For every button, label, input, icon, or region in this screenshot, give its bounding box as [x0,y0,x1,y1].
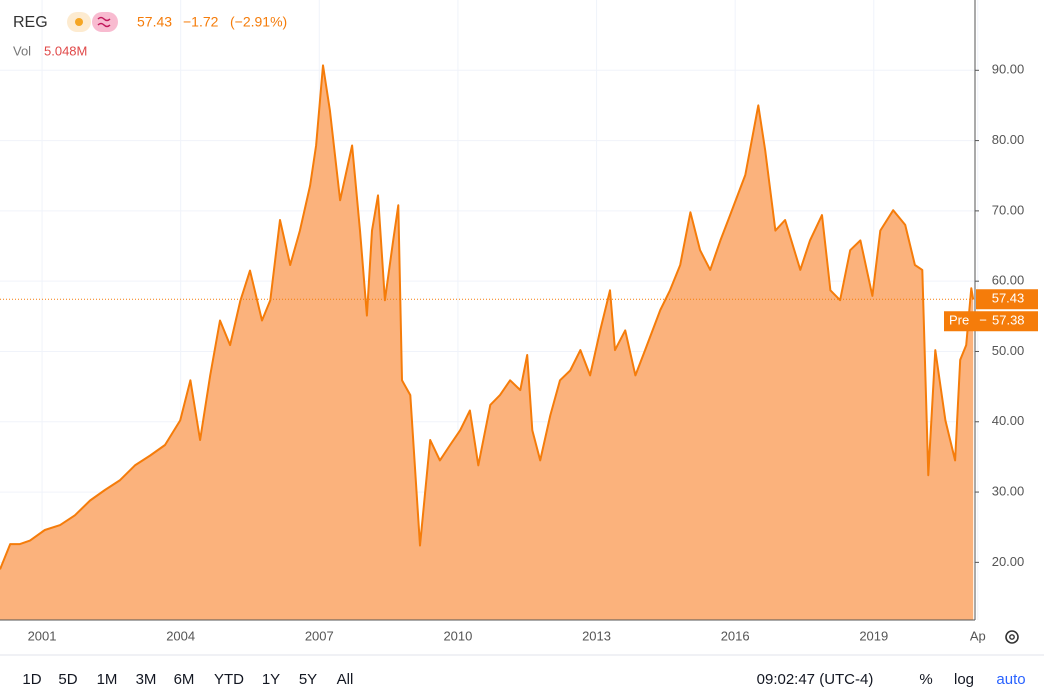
y-tick-label: 70.00 [992,202,1025,217]
range-button[interactable]: 5D [58,671,77,688]
pre-sep: − [979,313,987,328]
vol-label: Vol [13,43,31,58]
range-button[interactable]: 3M [136,671,157,688]
x-tick-label: 2004 [166,628,195,643]
y-tick-label: 50.00 [992,343,1025,358]
percent-toggle[interactable]: % [919,671,932,688]
header-change: −1.72 [183,14,219,30]
price-line [0,64,975,570]
pre-label: Pre [949,313,969,328]
plot [0,0,979,620]
pre-price-label: 57.38 [992,313,1025,328]
x-tick-label: Ap [970,628,986,643]
range-button[interactable]: 5Y [299,671,317,688]
delay-icon [92,12,118,32]
auto-toggle[interactable]: auto [996,671,1025,688]
x-tick-label: 2019 [859,628,888,643]
last-price-label: 57.43 [992,291,1025,306]
range-button[interactable]: 1M [97,671,118,688]
header-price: 57.43 [137,14,172,30]
last-price-box [976,289,1038,310]
toolbar: 1D 5D 1M 3M 6M YTD 1Y 5Y All [22,671,353,688]
delay-glyph [97,16,111,28]
x-tick-label: 2010 [443,628,472,643]
range-button[interactable]: 6M [174,671,195,688]
x-tick-label: 2013 [582,628,611,643]
clock: 09:02:47 (UTC-4) [757,671,874,688]
settings-gear[interactable] [1005,630,1019,644]
vol-value: 5.048M [44,43,87,58]
y-tick-label: 40.00 [992,413,1025,428]
range-button[interactable]: 1Y [262,671,280,688]
sun-icon [75,18,83,26]
y-tick-label: 90.00 [992,62,1025,77]
x-tick-label: 2001 [28,628,57,643]
pre-price-box [944,311,1038,332]
gear-hub [1009,634,1015,640]
log-toggle[interactable]: log [954,671,974,688]
gear-ring [1005,630,1019,644]
range-button[interactable]: YTD [214,671,244,688]
header-change-pct: (−2.91%) [230,14,287,30]
x-tick-label: 2007 [305,628,334,643]
y-tick-label: 80.00 [992,132,1025,147]
price-area [0,65,974,620]
range-button[interactable]: 1D [22,671,41,688]
symbol: REG [13,14,48,31]
y-tick-label: 30.00 [992,484,1025,499]
range-button[interactable]: All [337,671,354,688]
y-tick-label: 20.00 [992,554,1025,569]
x-tick-label: 2016 [721,628,750,643]
y-tick-label: 60.00 [992,273,1025,288]
